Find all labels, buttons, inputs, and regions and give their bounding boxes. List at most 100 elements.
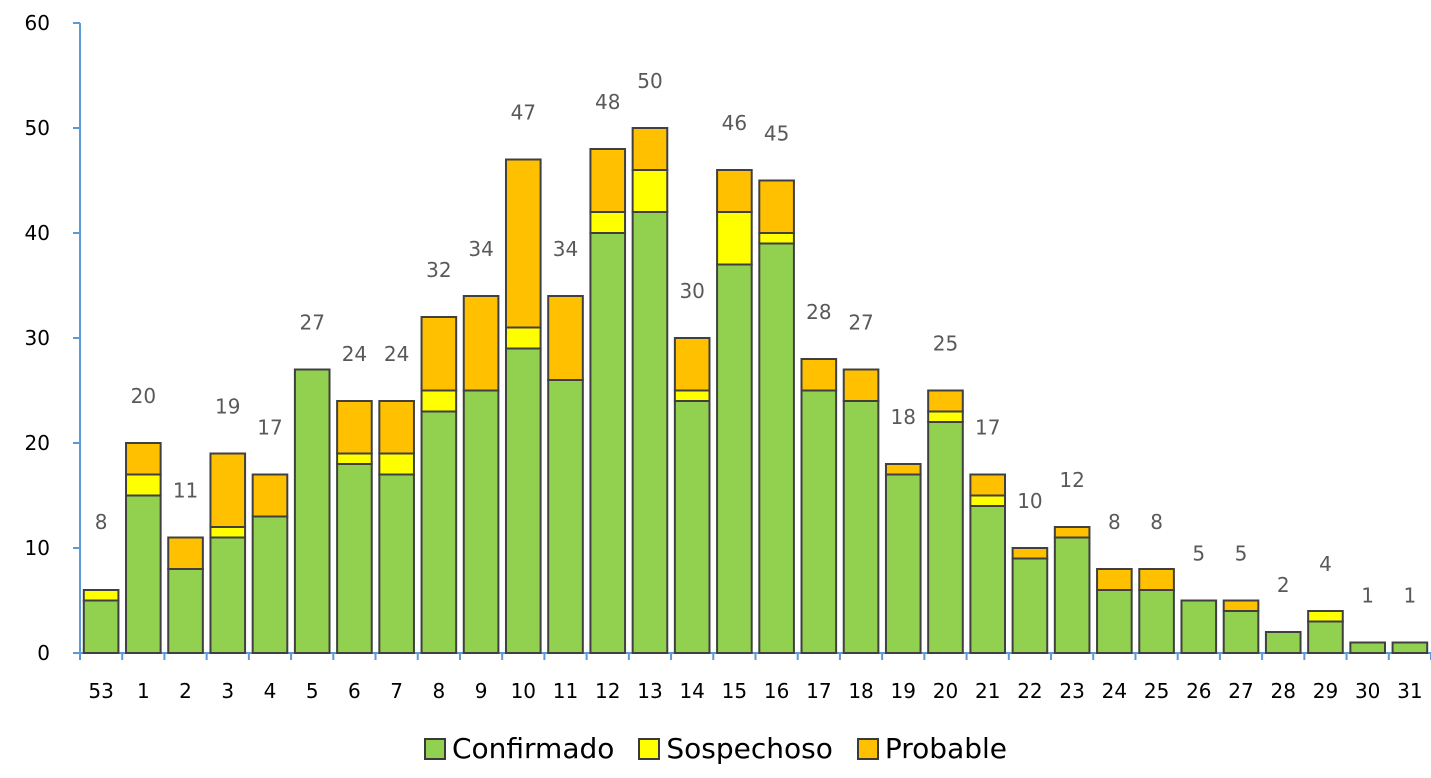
data-label: 48 [595, 90, 620, 114]
data-label: 27 [299, 311, 324, 335]
data-label: 46 [722, 111, 747, 135]
bar-segment-probable [758, 179, 795, 234]
bar-segment-probable [969, 473, 1007, 497]
x-tick-label: 5 [306, 679, 319, 703]
bar-segment-probable [673, 337, 711, 392]
bar-segment-probable [1053, 526, 1091, 539]
bar-segment-confirmado [758, 242, 795, 654]
bar-segment-confirmado [209, 536, 247, 654]
x-tick-label: 31 [1397, 679, 1422, 703]
bar-segment-probable [800, 358, 838, 392]
data-label: 1 [1361, 584, 1374, 608]
data-label: 19 [215, 395, 240, 419]
bar-segment-confirmado [673, 400, 711, 654]
bar-segment-confirmado [631, 211, 669, 654]
bar-segment-sospechoso [969, 494, 1007, 507]
bar-segment-probable [504, 158, 542, 329]
x-tick-label: 25 [1144, 679, 1169, 703]
bar-segment-confirmado [125, 494, 162, 654]
x-tick-label: 30 [1355, 679, 1380, 703]
bar-segment-confirmado [884, 473, 922, 654]
data-label: 8 [95, 510, 108, 534]
bar-segment-probable [589, 148, 627, 213]
bar-segment-probable [716, 169, 753, 213]
data-label: 24 [384, 342, 409, 366]
bar-segment-confirmado [842, 400, 880, 654]
data-label: 34 [553, 237, 578, 261]
legend-item-confirmado: Confirmado [423, 732, 615, 765]
bar-segment-confirmado [1096, 589, 1133, 654]
data-label: 2 [1277, 573, 1290, 597]
legend-swatch-confirmado [423, 737, 446, 760]
bar-segment-confirmado [547, 379, 584, 654]
bar-segment-sospechoso [758, 232, 795, 245]
x-tick-label: 16 [764, 679, 789, 703]
data-label: 24 [342, 342, 367, 366]
x-tick-label: 17 [806, 679, 831, 703]
x-tick-label: 21 [975, 679, 1000, 703]
x-tick-label: 10 [511, 679, 536, 703]
bar-segment-sospechoso [631, 169, 669, 213]
legend-label-sospechoso: Sospechoso [666, 732, 833, 765]
x-tick-label: 12 [595, 679, 620, 703]
bar-segment-probable [1138, 568, 1175, 591]
bar-segment-probable [884, 463, 922, 476]
bar-segment-probable [927, 389, 964, 413]
data-label: 47 [511, 101, 536, 125]
bar-segment-confirmado [82, 599, 120, 654]
legend-label-confirmado: Confirmado [451, 732, 615, 765]
bar-segment-probable [209, 452, 247, 528]
x-tick-label: 9 [475, 679, 488, 703]
bar-segment-confirmado [1138, 589, 1175, 654]
x-tick-label: 20 [933, 679, 958, 703]
bar-segment-confirmado [293, 368, 331, 654]
x-tick-label: 1 [137, 679, 150, 703]
bar-segment-confirmado [1053, 536, 1091, 654]
x-tick-label: 29 [1313, 679, 1338, 703]
bar-segment-sospechoso [420, 389, 458, 413]
bar-segment-probable [336, 400, 373, 455]
x-tick-label: 53 [88, 679, 113, 703]
bar-segment-sospechoso [589, 211, 627, 234]
bar-segment-probable [378, 400, 415, 455]
bar-segment-sospechoso [927, 410, 964, 423]
x-tick-label: 24 [1102, 679, 1127, 703]
bars [82, 127, 1429, 654]
legend-label-probable: Probable [884, 732, 1008, 765]
legend-item-sospechoso: Sospechoso [638, 732, 833, 765]
data-label: 25 [933, 332, 958, 356]
y-tick-label: 30 [25, 326, 50, 350]
bar-segment-probable [420, 316, 458, 392]
bar-segment-sospechoso [82, 589, 120, 602]
x-tick-label: 11 [553, 679, 578, 703]
x-tick-label: 14 [679, 679, 704, 703]
legend-swatch-probable [856, 737, 879, 760]
data-label: 50 [637, 69, 662, 93]
x-tick-label: 27 [1228, 679, 1253, 703]
bar-segment-confirmado [1011, 557, 1049, 654]
x-tick-label: 15 [722, 679, 747, 703]
bar-segment-probable [547, 295, 584, 381]
bar-segment-confirmado [462, 389, 500, 654]
x-tick-label: 4 [264, 679, 277, 703]
bar-segment-confirmado [969, 505, 1007, 654]
bar-segment-confirmado [1349, 641, 1386, 654]
y-tick-label: 50 [25, 116, 50, 140]
data-label: 18 [891, 405, 916, 429]
bar-segment-sospechoso [716, 211, 753, 266]
bar-segment-confirmado [420, 410, 458, 654]
y-tick-label: 60 [25, 11, 50, 35]
bar-segment-probable [167, 536, 204, 570]
x-tick-label: 7 [390, 679, 403, 703]
bar-segment-sospechoso [378, 452, 415, 476]
data-label: 8 [1150, 510, 1163, 534]
data-label: 5 [1235, 542, 1248, 566]
x-tick-label: 3 [221, 679, 234, 703]
x-tick-label: 13 [637, 679, 662, 703]
bar-segment-sospechoso [209, 526, 247, 539]
y-tick-label: 0 [37, 641, 50, 665]
x-tick-label: 8 [432, 679, 445, 703]
bar-segment-probable [1222, 599, 1260, 612]
bar-segment-sospechoso [504, 326, 542, 350]
